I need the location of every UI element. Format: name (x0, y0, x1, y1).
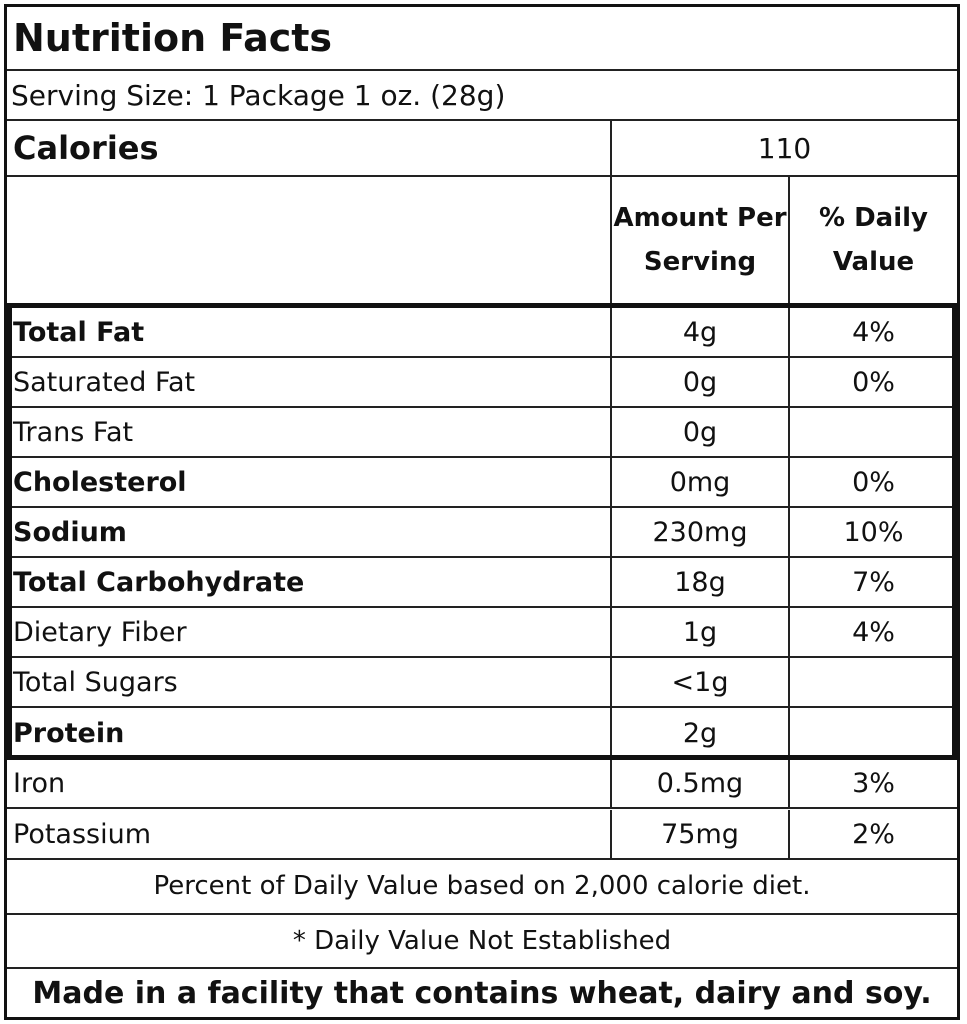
nutrient-daily-value: 10% (788, 508, 957, 556)
header-blank (7, 177, 610, 303)
nutrient-row: Cholesterol 0mg 0% (7, 458, 957, 508)
allergen-statement: Made in a facility that contains wheat, … (32, 975, 932, 1011)
mineral-name: Potassium (13, 818, 152, 850)
nutrient-daily-value (788, 408, 957, 456)
nutrient-daily-value (788, 658, 957, 706)
nutrient-daily-value: 0% (788, 358, 957, 406)
footnote-daily-value: Percent of Daily Value based on 2,000 ca… (153, 871, 811, 901)
mineral-amount: 75mg (610, 810, 788, 858)
nutrient-amount: 0mg (610, 458, 788, 506)
allergen-row: Made in a facility that contains wheat, … (7, 969, 957, 1017)
nutrient-row: Total Fat 4g 4% (7, 308, 957, 358)
nutrient-row: Protein 2g (7, 708, 957, 758)
column-header-row: Amount Per Serving % Daily Value (7, 177, 957, 303)
mineral-row: Potassium 75mg 2% (7, 810, 957, 860)
calories-value: 110 (610, 121, 957, 175)
title-row: Nutrition Facts (7, 7, 957, 71)
nutrient-name: Cholesterol (13, 466, 187, 498)
footnote-not-established: * Daily Value Not Established (292, 926, 672, 956)
nutrient-daily-value: 4% (788, 608, 957, 656)
calories-label: Calories (13, 129, 159, 167)
nutrient-amount: 0g (610, 408, 788, 456)
mineral-row: Iron 0.5mg 3% (7, 760, 957, 809)
nutrient-name: Protein (13, 717, 125, 749)
serving-row: Serving Size: 1 Package 1 oz. (28g) (7, 71, 957, 121)
nutrient-row: Dietary Fiber 1g 4% (7, 608, 957, 658)
mineral-daily-value: 3% (788, 760, 957, 807)
mineral-daily-value: 2% (788, 810, 957, 858)
nutrient-amount: 0g (610, 358, 788, 406)
nutrient-row: Trans Fat 0g (7, 408, 957, 458)
header-amount: Amount Per Serving (610, 177, 788, 303)
nutrient-amount: 230mg (610, 508, 788, 556)
nutrient-amount: <1g (610, 658, 788, 706)
nutrient-daily-value: 0% (788, 458, 957, 506)
footnote-row: * Daily Value Not Established (7, 915, 957, 969)
header-daily-value: % Daily Value (788, 177, 957, 303)
footnote-row: Percent of Daily Value based on 2,000 ca… (7, 859, 957, 915)
mineral-name: Iron (13, 768, 66, 799)
nutrition-label: Nutrition Facts Serving Size: 1 Package … (4, 4, 960, 1020)
nutrient-daily-value (788, 708, 957, 758)
nutrient-daily-value: 7% (788, 558, 957, 606)
nutrient-row: Total Carbohydrate 18g 7% (7, 558, 957, 608)
nutrient-name: Trans Fat (13, 416, 134, 448)
nutrient-name: Total Carbohydrate (13, 566, 305, 598)
nutrient-name: Dietary Fiber (13, 616, 187, 648)
nutrient-row: Total Sugars <1g (7, 658, 957, 708)
serving-size: Serving Size: 1 Package 1 oz. (28g) (11, 78, 506, 112)
nutrient-amount: 4g (610, 308, 788, 356)
nutrient-row: Sodium 230mg 10% (7, 508, 957, 558)
nutrient-row: Saturated Fat 0g 0% (7, 358, 957, 408)
nutrient-amount: 1g (610, 608, 788, 656)
mineral-amount: 0.5mg (610, 760, 788, 807)
nutrient-daily-value: 4% (788, 308, 957, 356)
nutrient-name: Total Fat (13, 316, 145, 348)
nutrient-name: Sodium (13, 516, 127, 548)
nutrient-name: Total Sugars (13, 666, 178, 698)
label-title: Nutrition Facts (13, 16, 333, 60)
nutrient-name: Saturated Fat (13, 366, 196, 398)
nutrient-amount: 18g (610, 558, 788, 606)
calories-row: Calories 110 (7, 121, 957, 177)
nutrient-amount: 2g (610, 708, 788, 758)
